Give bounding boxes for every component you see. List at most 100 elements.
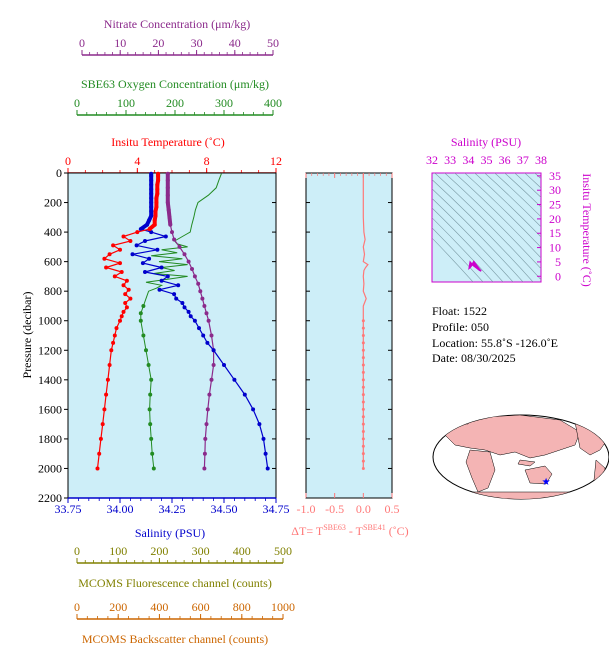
salinity-point	[149, 196, 154, 201]
temperature-point	[128, 239, 133, 243]
tick-label: 1000	[38, 314, 62, 328]
pressure-axis-label: Pressure (decibar)	[20, 292, 34, 379]
temperature-point	[121, 234, 126, 239]
oxygen-point	[141, 333, 146, 338]
density-contour	[434, 173, 541, 281]
nitrate-point	[209, 333, 214, 338]
nitrate-point	[203, 436, 208, 441]
oxygen-point	[144, 348, 148, 353]
continent	[439, 415, 581, 459]
pressure-axis: 0 200 400 600 800 1000 1200 1400 1600 1800 2000 220…	[38, 166, 276, 505]
salinity-point	[174, 296, 179, 301]
salinity-point	[149, 230, 154, 235]
tick-label: 200	[109, 600, 127, 614]
oxygen-point	[141, 304, 146, 308]
nitrate-point	[165, 178, 170, 183]
continent	[465, 449, 496, 493]
temperature-point	[124, 278, 129, 283]
temperature-point	[147, 227, 152, 232]
nitrate-point	[166, 207, 171, 212]
tick-label: 12	[270, 154, 282, 168]
delta-t-point	[361, 334, 365, 337]
density-contour	[432, 179, 534, 282]
delta-t-series	[361, 173, 369, 470]
nitrate-point	[177, 244, 182, 249]
tick-label: 38	[535, 153, 547, 167]
temperature-point	[128, 296, 133, 301]
tick-label: 50	[267, 36, 279, 50]
temperature-point	[153, 209, 158, 214]
salinity-point	[257, 422, 262, 427]
salinity-axis: 33.75 34.00 34.25 34.50 34.75	[55, 497, 290, 516]
delta-t-point	[361, 430, 365, 434]
delta-t-axis: -1.0 -0.5 0.0 0.5	[297, 172, 400, 516]
delta-t-point	[361, 415, 365, 419]
delta-t-label-mid: - T	[346, 524, 364, 538]
tick-label: 10	[549, 241, 561, 255]
temperature-point	[97, 451, 102, 456]
tick-label: 100	[109, 544, 127, 558]
temperature-point	[156, 174, 161, 178]
salinity-point	[265, 466, 270, 471]
tick-label: 400	[44, 225, 62, 239]
tick-label: 34	[462, 153, 474, 167]
temperature-point	[114, 326, 119, 331]
temperature-axis-label: Insitu Temperature (˚C)	[111, 135, 225, 149]
nitrate-point	[192, 274, 197, 279]
density-contour	[474, 173, 541, 238]
tick-label: 35	[549, 169, 561, 183]
density-contour	[432, 217, 494, 282]
tick-label: 30	[191, 36, 203, 50]
tick-label: 25	[549, 198, 561, 212]
temperature-point	[112, 274, 117, 279]
delta-t-axis-label: ΔT= TSBE63 - TSBE41 (˚C)	[291, 523, 408, 538]
temperature-point	[119, 314, 124, 319]
fluorescence-axis-label: MCOMS Fluorescence channel (counts)	[78, 576, 272, 590]
density-contour	[432, 188, 524, 282]
salinity-point	[242, 392, 247, 397]
continent	[454, 415, 471, 425]
temperature-point	[123, 301, 128, 305]
density-contour	[432, 197, 514, 282]
temperature-point	[156, 178, 161, 183]
tick-label: 2200	[38, 491, 62, 505]
nitrate-point	[198, 289, 203, 294]
tick-label: 33.75	[55, 502, 82, 516]
salinity-point	[149, 191, 154, 196]
tick-label: 4	[134, 154, 140, 168]
salinity-point	[163, 234, 168, 239]
salinity-point	[147, 256, 152, 261]
oxygen-point	[148, 422, 153, 427]
temperature-point	[118, 318, 122, 323]
temperature-point	[107, 252, 112, 257]
tick-label: 2000	[38, 461, 62, 475]
delta-t-point	[361, 363, 365, 367]
nitrate-point	[202, 304, 207, 308]
tick-label: 20	[152, 36, 164, 50]
temperature-point	[121, 309, 126, 314]
salinity-point	[222, 363, 226, 367]
salinity-point	[251, 407, 256, 412]
continent	[439, 491, 601, 499]
nitrate-point	[211, 363, 216, 367]
nitrate-point	[172, 237, 177, 242]
salinity-point	[145, 222, 149, 227]
oxygen-point	[146, 363, 151, 367]
temperature-point	[100, 422, 105, 427]
tick-label: 500	[274, 544, 292, 558]
salinity-point	[180, 301, 185, 305]
tick-label: 34.25	[159, 502, 186, 516]
profile-number: Profile: 050	[432, 320, 489, 334]
salinity-point	[188, 314, 193, 319]
delta-t-label-suffix: (˚C)	[386, 524, 409, 538]
delta-t-point	[361, 378, 365, 382]
salinity-point	[232, 377, 237, 382]
oxygen-point	[149, 377, 154, 382]
salinity-point	[155, 247, 160, 252]
temperature-point	[105, 377, 110, 382]
delta-t-point	[361, 466, 365, 470]
tick-label: 0.0	[356, 502, 371, 516]
nitrate-point	[209, 377, 214, 382]
salinity-point	[138, 227, 143, 232]
salinity-point	[165, 274, 170, 279]
